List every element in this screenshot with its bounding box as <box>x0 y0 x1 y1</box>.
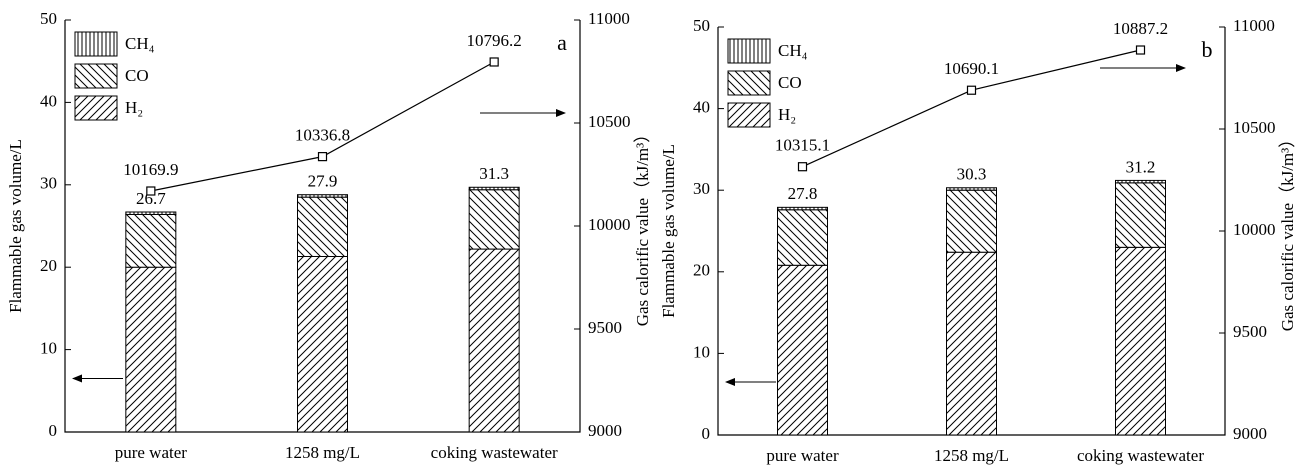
line-marker <box>489 57 499 67</box>
x-tick-label: pure water <box>766 446 839 465</box>
line-value-label: 10315.1 <box>775 136 830 155</box>
legend-label: H₂ <box>778 105 796 124</box>
line-value-label: 10887.2 <box>1113 19 1168 38</box>
y-tick-label: 50 <box>40 9 57 28</box>
y2-tick-label: 9000 <box>588 421 622 440</box>
y2-tick-label: 10500 <box>1233 118 1276 137</box>
bar-segment <box>297 194 348 198</box>
bar-segment <box>125 213 177 268</box>
bar-segment <box>1115 246 1166 436</box>
y2-tick-label: 10500 <box>588 112 631 131</box>
x-tick-label: 1258 mg/L <box>285 443 360 462</box>
y-tick-label: 10 <box>40 339 57 358</box>
bar-segment <box>946 251 997 436</box>
bar-segment <box>777 264 828 436</box>
panel-label: a <box>557 30 567 55</box>
legend-swatch <box>727 102 771 128</box>
y-tick-label: 30 <box>693 179 710 198</box>
y-tick-label: 0 <box>49 421 58 440</box>
y2-tick-label: 9500 <box>1233 322 1267 341</box>
y-tick-label: 10 <box>693 342 710 361</box>
x-tick-label: coking wastewater <box>1077 446 1204 465</box>
y-tick-label: 30 <box>40 174 57 193</box>
legend-label: CO <box>125 66 149 85</box>
x-tick-label: 1258 mg/L <box>934 446 1009 465</box>
y-tick-label: 50 <box>693 16 710 35</box>
total-label: 31.2 <box>1126 157 1156 176</box>
line-marker <box>1135 45 1146 55</box>
bar-segment <box>946 187 997 191</box>
bar-segment <box>946 189 997 253</box>
legend-label: CH₄ <box>125 34 155 53</box>
legend-label: H₂ <box>125 98 143 117</box>
bar-segment <box>468 248 520 433</box>
bar-segment <box>777 209 828 266</box>
total-label: 27.9 <box>308 172 338 191</box>
y2-tick-label: 11000 <box>1233 16 1275 35</box>
bar-segment <box>297 196 348 257</box>
line-value-label: 10796.2 <box>467 31 522 50</box>
legend-label: CH₄ <box>778 41 808 60</box>
legend-swatch <box>74 63 118 89</box>
legend-swatch <box>74 95 118 121</box>
y-tick-label: 40 <box>693 98 710 117</box>
bar-segment <box>1115 179 1166 184</box>
x-tick-label: pure water <box>115 443 188 462</box>
total-label: 27.8 <box>788 184 818 203</box>
line-marker <box>797 162 808 172</box>
panel-label: b <box>1202 37 1213 62</box>
legend-swatch <box>727 38 771 64</box>
y2-tick-label: 9000 <box>1233 424 1267 443</box>
line-marker <box>146 186 156 196</box>
y2-tick-label: 11000 <box>588 9 630 28</box>
bar-segment <box>1115 182 1166 248</box>
line-value-label: 10169.9 <box>123 160 178 179</box>
y2-axis-title: Gas calorific value（kJ/m³） <box>1278 131 1297 332</box>
line-value-label: 10336.8 <box>295 126 350 145</box>
line-marker <box>966 85 977 95</box>
y2-tick-label: 10000 <box>588 215 631 234</box>
total-label: 31.3 <box>479 164 509 183</box>
y2-axis-title: Gas calorific value（kJ/m³） <box>633 126 652 327</box>
line-value-label: 10690.1 <box>944 59 999 78</box>
line-marker <box>317 152 328 162</box>
y2-tick-label: 10000 <box>1233 220 1276 239</box>
total-label: 26.7 <box>136 189 166 208</box>
legend-swatch <box>74 31 118 57</box>
y-tick-label: 20 <box>40 256 57 275</box>
bar-segment <box>777 206 828 211</box>
y-axis-title: Flammable gas volume/L <box>659 144 678 318</box>
bar-segment <box>125 211 177 215</box>
bar-segment <box>125 266 177 433</box>
x-tick-label: coking wastewater <box>431 443 558 462</box>
bar-segment <box>468 186 520 191</box>
y-tick-label: 0 <box>702 424 711 443</box>
y-axis-title: Flammable gas volume/L <box>6 139 25 313</box>
total-label: 30.3 <box>957 165 987 184</box>
bar-segment <box>468 189 520 250</box>
legend-swatch <box>727 70 771 96</box>
y-tick-label: 40 <box>40 91 57 110</box>
legend-label: CO <box>778 73 802 92</box>
y-tick-label: 20 <box>693 261 710 280</box>
bar-segment <box>297 255 348 433</box>
y2-tick-label: 9500 <box>588 318 622 337</box>
